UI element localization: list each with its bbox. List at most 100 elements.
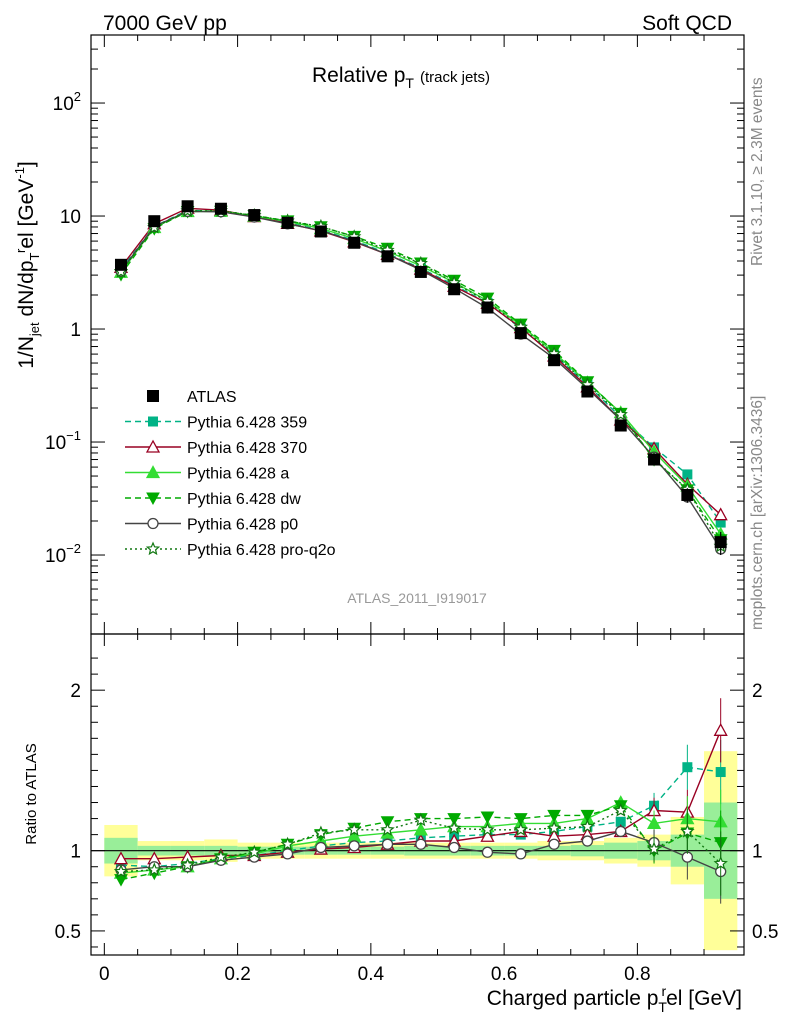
marker xyxy=(413,812,428,827)
marker xyxy=(113,863,129,878)
y-label-part-5: r xyxy=(13,248,28,253)
analysis-tag: ATLAS_2011_I919017 xyxy=(347,590,487,606)
chart-title-sub: T xyxy=(405,75,414,91)
ratio-tick-label-right: 2 xyxy=(752,681,763,702)
marker xyxy=(682,762,693,773)
marker xyxy=(546,820,562,835)
series-atlas xyxy=(114,200,727,556)
marker xyxy=(280,836,295,851)
marker xyxy=(381,838,394,850)
marker xyxy=(481,846,494,858)
marker xyxy=(145,541,161,556)
marker xyxy=(281,848,294,860)
marker xyxy=(713,722,728,736)
ratio-tick-label: 0.5 xyxy=(55,922,81,943)
marker xyxy=(515,848,527,860)
marker xyxy=(413,822,428,836)
series-pythia-6-428-a xyxy=(113,203,728,540)
marker xyxy=(581,385,594,398)
marker xyxy=(646,841,662,856)
marker xyxy=(114,874,128,887)
marker xyxy=(548,354,561,367)
marker xyxy=(613,802,628,817)
marker xyxy=(480,822,495,836)
y-tick-label: 102 xyxy=(53,89,81,115)
marker xyxy=(513,822,529,836)
collision-label: 7000 GeV pp xyxy=(103,12,227,35)
x-tick-label: 0.6 xyxy=(491,964,517,985)
marker xyxy=(213,849,229,864)
marker xyxy=(614,419,627,432)
ratio-series xyxy=(113,698,728,904)
main-series xyxy=(113,200,728,556)
marker xyxy=(481,301,494,314)
legend-label: Pythia 6.428 a xyxy=(187,466,289,483)
y-label-part-2: jet xyxy=(27,322,42,337)
x-tick-label: 0.2 xyxy=(224,964,250,985)
ratio-tick-label-right: 1 xyxy=(752,842,763,863)
marker xyxy=(713,507,728,521)
legend-label-atlas: ATLAS xyxy=(187,389,237,406)
marker xyxy=(480,828,495,842)
marker xyxy=(114,258,127,271)
y-tick-label: 10 xyxy=(60,207,81,228)
x-tick-label: 0 xyxy=(99,964,110,985)
marker xyxy=(513,813,528,826)
marker xyxy=(615,825,627,838)
y-tick-label: 1 xyxy=(70,320,81,341)
marker xyxy=(113,851,129,865)
legend-label: Pythia 6.428 p0 xyxy=(187,517,298,534)
x-label-sup: r xyxy=(661,983,666,999)
marker xyxy=(715,517,726,528)
y-label-part-8: ] xyxy=(15,161,38,167)
marker xyxy=(581,835,594,847)
marker xyxy=(547,809,561,823)
y-tick-label: 10−2 xyxy=(45,541,81,567)
marker xyxy=(682,469,693,480)
legend: ATLAS Pythia 6.428 359 Pythia 6.428 370 Pyt… xyxy=(125,389,336,559)
chart-title-main: Relative p xyxy=(312,64,405,87)
rivet-label: Rivet 3.1.10, ≥ 2.3M events xyxy=(749,77,766,266)
marker xyxy=(148,416,158,427)
marker xyxy=(246,844,262,859)
marker xyxy=(681,488,694,501)
marker xyxy=(348,840,360,852)
marker xyxy=(181,200,194,213)
marker xyxy=(315,841,327,854)
marker xyxy=(148,215,161,228)
marker xyxy=(348,236,361,249)
x-label-sub: T xyxy=(658,999,667,1015)
marker xyxy=(447,813,461,826)
x-label-main: Charged particle p xyxy=(487,987,659,1010)
marker xyxy=(580,809,595,823)
y-tick-label: 10−1 xyxy=(45,428,81,454)
marker xyxy=(613,407,628,421)
marker xyxy=(446,820,462,835)
marker xyxy=(448,283,461,296)
marker xyxy=(548,838,560,850)
legend-label: Pythia 6.428 dw xyxy=(187,491,301,508)
marker xyxy=(648,453,661,466)
marker xyxy=(147,390,159,402)
marker xyxy=(580,819,595,833)
legend-label: Pythia 6.428 pro-q2o xyxy=(187,542,336,559)
mcplots-label: mcplots.cern.ch [arXiv:1306.3436] xyxy=(749,396,766,630)
y-label-part-3: dN/dp xyxy=(15,260,38,322)
x-tick-label: 0.8 xyxy=(624,964,650,985)
chart-title: Relative pT (track jets) xyxy=(312,64,490,91)
marker xyxy=(680,823,695,838)
marker xyxy=(381,250,394,263)
marker xyxy=(380,822,395,836)
marker xyxy=(145,439,161,453)
marker xyxy=(313,825,329,840)
marker xyxy=(147,862,162,877)
process-label: Soft QCD xyxy=(642,12,732,35)
legend-label: Pythia 6.428 359 xyxy=(187,415,307,432)
marker xyxy=(180,857,195,872)
marker xyxy=(715,767,726,778)
marker xyxy=(514,327,527,340)
marker xyxy=(713,855,728,870)
ratio-frame xyxy=(90,633,745,956)
marker xyxy=(714,536,727,549)
